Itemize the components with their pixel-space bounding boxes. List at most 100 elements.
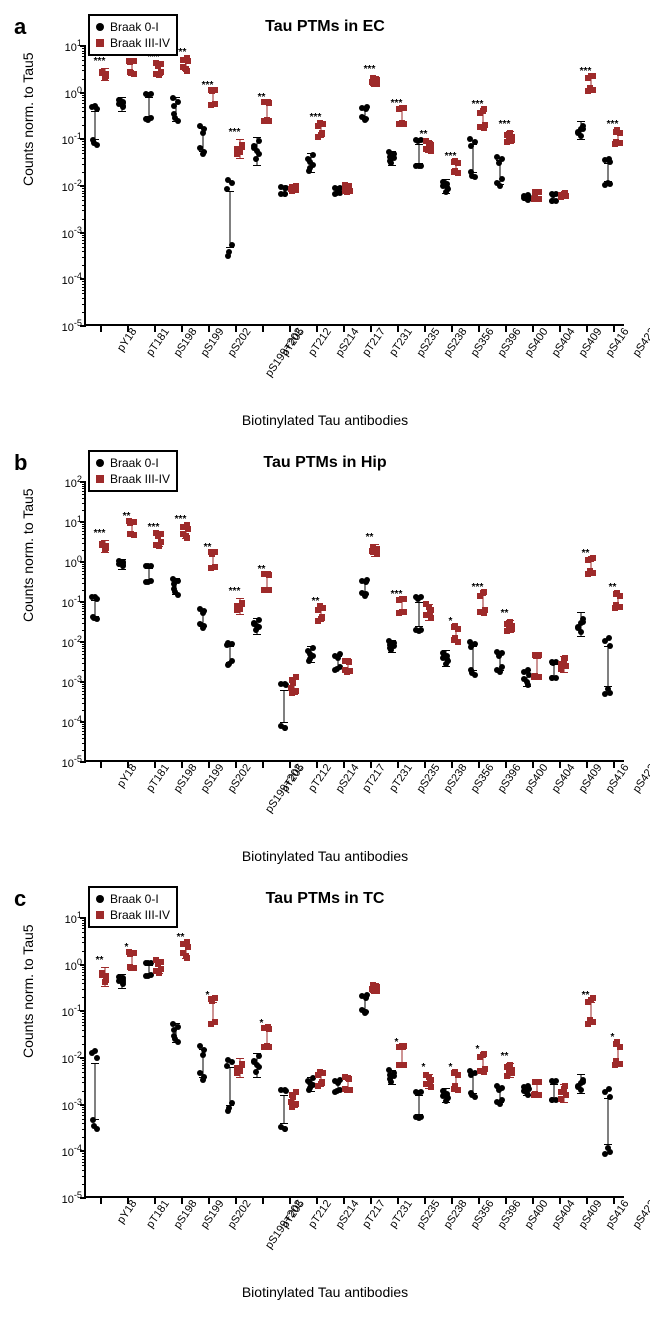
data-point [428, 615, 434, 621]
significance-marker: ** [258, 92, 266, 103]
y-tick-label: 10-5 [40, 754, 82, 770]
error-cap [118, 111, 126, 112]
y-minor-tick [82, 566, 86, 567]
error-cap [236, 614, 244, 615]
legend: Braak 0-IBraak III-IV [88, 450, 178, 492]
y-minor-tick [82, 925, 86, 926]
y-minor-tick [82, 630, 86, 631]
y-minor-tick [82, 164, 86, 165]
y-minor-tick [82, 48, 86, 49]
x-tick-mark [451, 1196, 453, 1204]
data-point [307, 651, 313, 657]
data-point [282, 1087, 288, 1093]
y-tick-label: 101 [40, 514, 82, 530]
data-point [332, 667, 338, 673]
y-minor-tick [82, 1129, 86, 1130]
y-minor-tick [82, 691, 86, 692]
legend-label-a: Braak 0-I [110, 19, 159, 35]
y-minor-tick [82, 651, 86, 652]
y-minor-tick [82, 196, 86, 197]
data-point [148, 563, 154, 569]
x-axis-label: Biotinylated Tau antibodies [242, 848, 408, 864]
data-point [507, 1062, 513, 1068]
data-point [386, 1067, 392, 1073]
y-minor-tick [82, 1036, 86, 1037]
data-point [606, 1086, 612, 1092]
y-tick-mark [80, 681, 86, 683]
x-tick-mark [289, 324, 291, 332]
data-point [504, 1073, 510, 1079]
legend-label-b: Braak III-IV [110, 907, 170, 923]
data-point [120, 104, 126, 110]
x-tick-label: pS356 [468, 762, 496, 795]
x-tick-label: pS235 [414, 326, 442, 359]
data-point [346, 1076, 352, 1082]
data-point [103, 545, 109, 551]
data-point [256, 138, 262, 144]
y-minor-tick [82, 257, 86, 258]
x-tick-mark [370, 1196, 372, 1204]
y-minor-tick [82, 117, 86, 118]
y-minor-tick [82, 247, 86, 248]
data-point [200, 1077, 206, 1083]
y-minor-tick [82, 703, 86, 704]
y-minor-tick [82, 103, 86, 104]
x-tick-label: pS416 [603, 1198, 631, 1231]
y-tick-label: 10-1 [40, 1004, 82, 1020]
y-minor-tick [82, 488, 86, 489]
y-minor-tick [82, 1013, 86, 1014]
data-point [315, 1083, 321, 1089]
data-point [346, 183, 352, 189]
y-tick-label: 10-2 [40, 1050, 82, 1066]
data-point [590, 1019, 596, 1025]
y-minor-tick [82, 1091, 86, 1092]
data-point [261, 1044, 267, 1050]
x-tick-mark [586, 324, 588, 332]
y-tick-mark [80, 325, 86, 327]
data-point [482, 607, 488, 613]
y-tick-mark [80, 185, 86, 187]
data-point [532, 1079, 538, 1085]
data-point [145, 579, 151, 585]
y-minor-tick [82, 969, 86, 970]
significance-marker: ** [366, 532, 374, 543]
data-point [428, 1084, 434, 1090]
y-minor-tick [82, 1016, 86, 1017]
error-bar [94, 111, 95, 139]
y-minor-tick [82, 611, 86, 612]
significance-marker: ** [582, 548, 590, 559]
y-minor-tick [82, 694, 86, 695]
data-point [455, 639, 461, 645]
data-point [342, 1086, 348, 1092]
x-tick-mark [613, 1196, 615, 1204]
y-minor-tick [82, 920, 86, 921]
y-minor-tick [82, 53, 86, 54]
legend-label-a: Braak 0-I [110, 891, 159, 907]
y-minor-tick [82, 56, 86, 57]
x-tick-mark [343, 760, 345, 768]
x-tick-label: pS396 [495, 762, 523, 795]
x-tick-mark [262, 324, 264, 332]
y-tick-mark [80, 232, 86, 234]
significance-marker: *** [472, 99, 484, 110]
data-point [148, 91, 154, 97]
y-tick-mark [80, 521, 86, 523]
significance-marker: *** [580, 66, 592, 77]
y-tick-mark [80, 1150, 86, 1152]
data-point [444, 184, 450, 190]
error-cap [236, 139, 244, 140]
y-minor-tick [82, 503, 86, 504]
data-point [251, 1058, 257, 1064]
error-bar [607, 163, 608, 182]
y-minor-tick [82, 528, 86, 529]
y-minor-tick [82, 1156, 86, 1157]
x-tick-mark [397, 324, 399, 332]
y-tick-mark [80, 641, 86, 643]
y-minor-tick [82, 1165, 86, 1166]
data-point [575, 625, 581, 631]
data-point [310, 152, 316, 158]
x-tick-mark [343, 324, 345, 332]
y-minor-tick [82, 100, 86, 101]
data-point [606, 635, 612, 641]
data-point [496, 1087, 502, 1093]
